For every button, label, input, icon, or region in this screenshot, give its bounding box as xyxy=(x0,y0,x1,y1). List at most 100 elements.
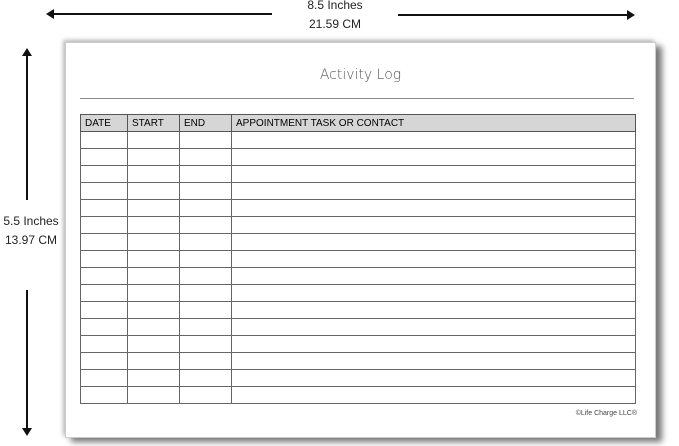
column-task: APPOINTMENT TASK OR CONTACT xyxy=(231,114,636,132)
width-cm: 21.59 CM xyxy=(308,17,362,31)
table-cell xyxy=(80,148,128,166)
table-cell xyxy=(80,335,128,353)
table-row xyxy=(80,335,636,353)
table-cell xyxy=(80,216,128,234)
table-cell xyxy=(80,318,128,336)
table-cell xyxy=(231,301,636,319)
table-cell xyxy=(127,199,180,217)
height-inches: 5.5 Inches xyxy=(3,214,59,228)
title-rule xyxy=(80,98,634,99)
table-cell xyxy=(127,386,180,404)
table-cell xyxy=(231,148,636,166)
table-cell xyxy=(231,335,636,353)
table-row xyxy=(80,267,636,285)
table-cell xyxy=(179,233,232,251)
table-row xyxy=(80,352,636,370)
height-label: 5.5 Inches 13.97 CM xyxy=(0,212,62,250)
table-cell xyxy=(231,199,636,217)
width-inches: 8.5 Inches xyxy=(307,0,363,12)
table-cell xyxy=(127,182,180,200)
table-cell xyxy=(80,131,128,149)
height-arrow-top xyxy=(26,54,28,200)
table-cell xyxy=(80,301,128,319)
table-cell xyxy=(127,267,180,285)
table-cell xyxy=(231,131,636,149)
table-cell xyxy=(127,284,180,302)
activity-table: DATE START END APPOINTMENT TASK OR CONTA… xyxy=(80,114,636,404)
table-cell xyxy=(231,216,636,234)
table-header-row: DATE START END APPOINTMENT TASK OR CONTA… xyxy=(80,114,636,132)
table-row xyxy=(80,148,636,166)
table-cell xyxy=(231,182,636,200)
table-cell xyxy=(127,148,180,166)
arrowhead-down-icon xyxy=(22,428,32,436)
table-cell xyxy=(179,369,232,387)
table-cell xyxy=(231,284,636,302)
table-cell xyxy=(231,386,636,404)
table-cell xyxy=(80,267,128,285)
table-cell xyxy=(127,369,180,387)
table-cell xyxy=(179,284,232,302)
table-cell xyxy=(127,335,180,353)
table-row xyxy=(80,369,636,387)
table-cell xyxy=(179,199,232,217)
table-cell xyxy=(231,233,636,251)
table-row xyxy=(80,301,636,319)
table-cell xyxy=(80,165,128,183)
table-row xyxy=(80,165,636,183)
table-cell xyxy=(179,335,232,353)
table-row xyxy=(80,199,636,217)
table-row xyxy=(80,386,636,404)
table-row xyxy=(80,318,636,336)
table-cell xyxy=(127,233,180,251)
column-start: START xyxy=(127,114,180,132)
table-cell xyxy=(127,131,180,149)
table-cell xyxy=(179,216,232,234)
table-cell xyxy=(179,301,232,319)
column-end: END xyxy=(179,114,232,132)
copyright: ©Life Charge LLC® xyxy=(575,410,637,417)
width-label: 8.5 Inches 21.59 CM xyxy=(280,0,390,34)
arrowhead-up-icon xyxy=(22,48,32,56)
table-cell xyxy=(179,352,232,370)
height-cm: 13.97 CM xyxy=(4,233,58,247)
table-cell xyxy=(80,352,128,370)
table-cell xyxy=(179,267,232,285)
table-cell xyxy=(179,182,232,200)
table-cell xyxy=(80,250,128,268)
table-row xyxy=(80,131,636,149)
table-cell xyxy=(231,318,636,336)
arrowhead-right-icon xyxy=(627,10,635,20)
table-row xyxy=(80,250,636,268)
width-arrow-left xyxy=(50,13,272,15)
table-cell xyxy=(80,233,128,251)
table-cell xyxy=(231,369,636,387)
notepad-sheet: Activity Log DATE START END APPOINTMENT … xyxy=(65,42,656,438)
table-cell xyxy=(179,148,232,166)
width-arrow-right xyxy=(398,14,628,16)
table-cell xyxy=(179,318,232,336)
table-row xyxy=(80,182,636,200)
table-cell xyxy=(127,352,180,370)
table-cell xyxy=(231,250,636,268)
table-cell xyxy=(231,352,636,370)
column-date: DATE xyxy=(80,114,128,132)
table-cell xyxy=(80,182,128,200)
table-cell xyxy=(127,301,180,319)
table-cell xyxy=(179,386,232,404)
height-arrow-bottom xyxy=(26,290,28,430)
table-cell xyxy=(127,216,180,234)
table-row xyxy=(80,233,636,251)
table-cell xyxy=(231,267,636,285)
table-cell xyxy=(231,165,636,183)
table-cell xyxy=(80,386,128,404)
table-cell xyxy=(179,165,232,183)
table-cell xyxy=(179,131,232,149)
table-cell xyxy=(127,165,180,183)
table-cell xyxy=(127,250,180,268)
table-cell xyxy=(127,318,180,336)
sheet-title: Activity Log xyxy=(319,67,402,83)
table-row xyxy=(80,284,636,302)
table-cell xyxy=(80,199,128,217)
table-cell xyxy=(179,250,232,268)
